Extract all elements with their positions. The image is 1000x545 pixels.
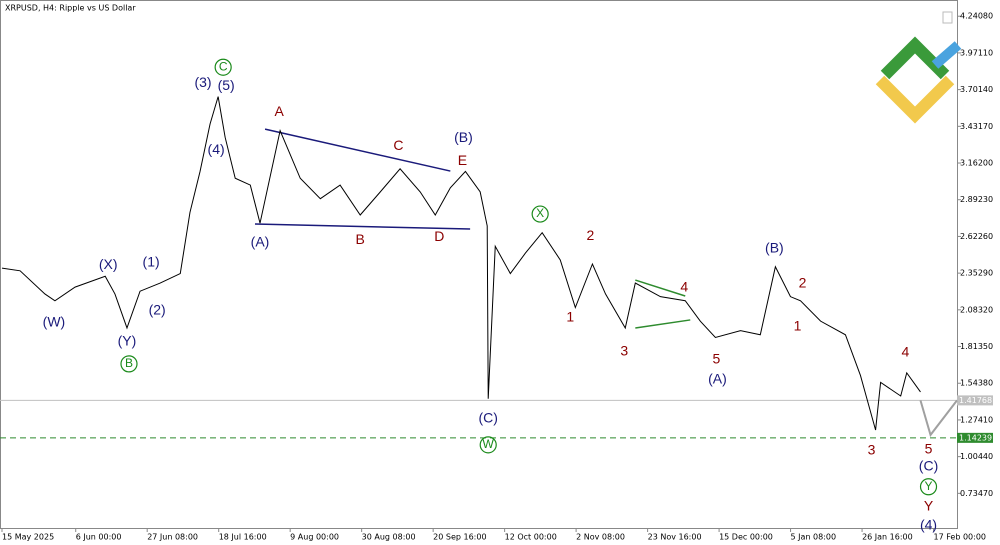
wave-label: (W)	[43, 314, 66, 330]
wave-label: A	[274, 103, 284, 119]
icon	[942, 11, 953, 24]
price-label-box	[957, 432, 993, 443]
chart-title: XRPUSD, H4: Ripple vs US Dollar	[5, 4, 136, 13]
wave-label: 4	[680, 279, 688, 295]
x-tick-label: 18 Jul 16:00	[219, 533, 267, 542]
y-tick-label: 3.97110	[960, 48, 993, 57]
x-tick-label: 20 Sep 16:00	[433, 533, 486, 542]
wave-label: C	[219, 59, 228, 73]
y-tick-label: 2.62260	[960, 232, 993, 241]
wave-label: (X)	[99, 256, 118, 272]
plot-frame	[0, 0, 958, 529]
trend-line	[635, 279, 686, 297]
wave-label: (2)	[149, 302, 166, 318]
wave-label: (1)	[143, 253, 160, 269]
y-tick-label: 2.08320	[960, 305, 993, 314]
wave-circle	[919, 478, 938, 496]
wave-label: (4)	[920, 517, 937, 533]
y-tick-label: 4.24080	[960, 12, 993, 21]
x-tick-label: 15 May 2025	[2, 533, 54, 542]
trend-line	[254, 223, 471, 230]
wave-label: 1	[794, 318, 802, 334]
y-tick-label: 2.89230	[960, 195, 993, 204]
x-tick-label: 2 Nov 08:00	[576, 533, 625, 542]
wave-label: (C)	[919, 458, 938, 474]
wave-label: W	[483, 437, 495, 451]
wave-label: (A)	[708, 371, 727, 387]
y-tick-label: 3.43170	[960, 122, 993, 131]
wave-label: Y	[924, 497, 934, 513]
price-label: 1.14239	[959, 433, 992, 442]
x-tick-label: 23 Nov 16:00	[648, 533, 702, 542]
y-tick-label: 3.16200	[960, 159, 993, 168]
trend-line	[264, 128, 451, 172]
x-tick-label: 17 Feb 00:00	[934, 533, 986, 542]
wave-label: (3)	[194, 74, 211, 90]
wave-label: B	[356, 231, 365, 247]
wave-label: 2	[799, 275, 807, 291]
wave-circle	[531, 205, 549, 223]
y-tick-label: 1.00440	[960, 452, 993, 461]
y-tick-label: 1.27410	[960, 415, 993, 424]
y-tick-label: 1.54380	[960, 379, 993, 388]
x-tick-label: 9 Aug 00:00	[290, 533, 339, 542]
wave-label: (B)	[454, 129, 473, 145]
wave-label: X	[536, 206, 544, 220]
trend-line	[635, 319, 691, 329]
wave-label: (4)	[208, 141, 225, 157]
wave-label: (Y)	[118, 333, 137, 349]
price-label-box	[957, 395, 993, 406]
price-line-series	[1, 96, 921, 431]
wave-label: D	[434, 228, 444, 244]
wave-label: (A)	[251, 234, 270, 250]
x-tick-label: 30 Aug 08:00	[362, 533, 416, 542]
wave-label: 3	[620, 343, 628, 359]
x-tick-label: 15 Dec 00:00	[719, 533, 773, 542]
x-tick-label: 12 Oct 00:00	[505, 533, 557, 542]
wave-label: 4	[901, 344, 909, 360]
x-tick-label: 26 Jan 16:00	[862, 533, 913, 542]
price-label: 1.41768	[959, 396, 992, 405]
wave-label: (B)	[765, 240, 784, 256]
y-tick-label: 1.81350	[960, 342, 993, 351]
y-tick-label: 3.70140	[960, 85, 993, 94]
wave-circle	[479, 436, 497, 454]
wave-label: 2	[587, 227, 595, 243]
wave-label: Y	[925, 479, 933, 493]
wave-label: 5	[713, 351, 721, 367]
wave-label: B	[125, 356, 133, 370]
wave-label: E	[458, 152, 467, 168]
wave-circle	[120, 355, 138, 373]
wave-label: (C)	[478, 410, 497, 426]
x-tick-label: 5 Jan 08:00	[791, 533, 837, 542]
wave-label: C	[393, 137, 403, 153]
y-tick-label: 0.73470	[960, 489, 993, 498]
wave-label: 3	[868, 442, 876, 458]
wave-label: (5)	[218, 77, 235, 93]
price-line-series	[919, 399, 958, 438]
y-tick-label: 2.35290	[960, 269, 993, 278]
wave-label: 5	[925, 441, 933, 457]
logo	[875, 36, 962, 124]
wave-label: 1	[566, 309, 574, 325]
x-tick-label: 6 Jun 00:00	[76, 533, 122, 542]
wave-circle	[214, 58, 232, 76]
x-tick-label: 27 Jun 08:00	[147, 533, 198, 542]
